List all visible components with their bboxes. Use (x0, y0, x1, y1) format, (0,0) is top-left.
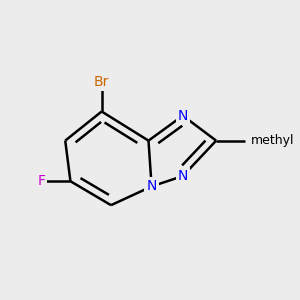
Text: N: N (146, 179, 157, 194)
Text: N: N (178, 169, 188, 183)
Text: N: N (178, 109, 188, 123)
Text: methyl: methyl (250, 134, 294, 147)
Text: Br: Br (94, 75, 109, 89)
Text: F: F (37, 174, 45, 188)
